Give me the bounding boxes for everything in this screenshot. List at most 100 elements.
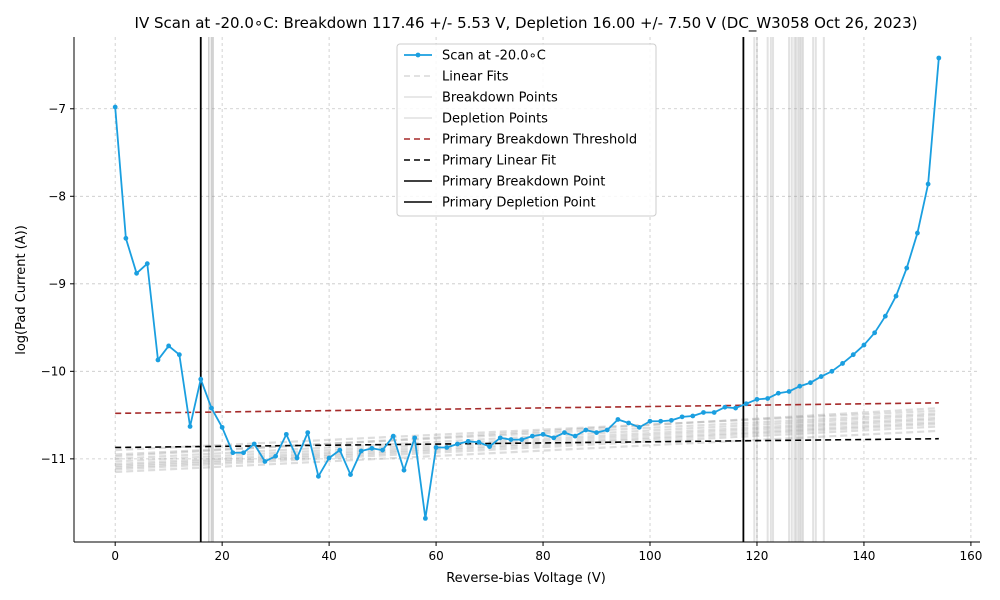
legend-entry: Breakdown Points (404, 91, 558, 106)
scan-data-point (701, 410, 706, 415)
scan-data-point (604, 427, 610, 433)
scan-data-point (294, 455, 300, 461)
scan-data-point (711, 410, 717, 415)
scan-data-point (829, 368, 835, 374)
y-tick-label: −11 (41, 452, 66, 466)
scan-data-point (380, 447, 385, 453)
primary-linear-fit-line (115, 437, 939, 449)
scan-data-point (722, 404, 728, 410)
scan-data-point (176, 352, 182, 358)
legend: Scan at -20.0∘C Linear Fits Breakdown Poin… (396, 43, 657, 217)
scan-data-point (219, 424, 225, 430)
scan-data-point (487, 444, 492, 450)
scan-data-point (209, 405, 214, 411)
scan-data-point (818, 374, 824, 379)
scan-data-point (893, 293, 899, 299)
legend-label: Primary Breakdown Threshold (442, 133, 637, 148)
scan-data-point (583, 427, 589, 433)
scan-data-point (925, 181, 931, 187)
vertical-lines-layer (207, 37, 825, 542)
legend-label: Scan at -20.0∘C (442, 49, 546, 64)
linear-fit-line (115, 429, 939, 474)
scan-data-point (358, 448, 364, 454)
scan-data-point (123, 235, 129, 241)
primary-breakdown-threshold-line (115, 402, 939, 415)
linear-fit-line (115, 416, 939, 463)
y-tick-label: −9 (48, 277, 66, 291)
scan-data-point (733, 405, 738, 411)
scan-data-point (369, 445, 375, 451)
scan-data-point (433, 445, 439, 450)
scan-data-point (594, 430, 599, 435)
scan-data-point (765, 396, 771, 401)
scan-data-point (401, 467, 407, 473)
scan-data-point (904, 265, 910, 271)
scan-data-point (647, 418, 653, 424)
scan-data-point (626, 420, 632, 426)
scan-data-point (476, 439, 482, 445)
scan-data-point (775, 390, 781, 396)
legend-entry: Primary Breakdown Threshold (404, 133, 637, 148)
scan-data-point (658, 418, 664, 424)
linear-fit-line (115, 425, 939, 471)
linear-fit-line (115, 420, 939, 467)
linear-fit-line (115, 418, 939, 466)
scan-data-point (283, 431, 289, 437)
legend-label: Primary Breakdown Point (442, 175, 605, 190)
scan-data-point (422, 515, 428, 521)
x-tick-label: 140 (852, 549, 875, 563)
x-tick-label: 0 (111, 549, 119, 563)
legend-label: Depletion Points (442, 112, 548, 127)
scan-data-point (808, 380, 813, 386)
scan-data-point (134, 270, 139, 276)
scan-data-point (305, 430, 311, 435)
scan-data-point (882, 313, 888, 319)
scan-data-point (112, 104, 118, 110)
y-tick-label: −8 (48, 189, 66, 203)
scan-data-point (840, 361, 845, 366)
scan-data-point (562, 430, 567, 435)
scan-data-point (166, 343, 172, 349)
legend-label: Primary Depletion Point (442, 196, 596, 211)
scan-data-point (497, 435, 503, 441)
x-tick-label: 80 (535, 549, 550, 563)
scan-data-point (679, 414, 685, 420)
scan-data-point (540, 431, 546, 437)
scan-data-point (390, 433, 396, 439)
legend-entry: Primary Linear Fit (404, 154, 556, 169)
legend-entries: Scan at -20.0∘C Linear Fits Breakdown Poin… (404, 49, 637, 211)
scan-data-point (348, 472, 353, 478)
legend-swatch-marker (415, 52, 421, 58)
scan-data-point (337, 447, 343, 453)
scan-data-point (690, 413, 696, 419)
x-tick-label: 60 (428, 549, 443, 563)
scan-data-point (636, 424, 642, 430)
legend-entry: Primary Breakdown Point (404, 175, 605, 190)
x-tick-label: 20 (215, 549, 230, 563)
legend-entry: Depletion Points (404, 112, 548, 127)
scan-data-point (326, 455, 332, 461)
legend-entry: Scan at -20.0∘C (404, 49, 546, 64)
scan-data-point (936, 55, 942, 61)
y-tick-label: −7 (48, 102, 66, 116)
scan-data-point (915, 230, 920, 236)
legend-box (396, 43, 657, 217)
scan-data-point (743, 401, 749, 407)
scan-data-point (316, 473, 321, 479)
linear-fit-line (115, 422, 939, 469)
scan-data-point (754, 396, 760, 402)
scan-data-point (465, 438, 471, 444)
scan-data-point (850, 352, 856, 358)
scan-data-point (572, 433, 578, 439)
legend-label: Primary Linear Fit (442, 154, 556, 169)
legend-label: Linear Fits (442, 70, 509, 85)
scan-data-point (786, 389, 792, 394)
series-layer (112, 37, 942, 542)
scan-data-point (262, 459, 268, 464)
axes-layer (73, 37, 980, 543)
scan-data-point (251, 441, 257, 447)
scan-data-point (508, 437, 514, 442)
scan-data-point (797, 383, 803, 389)
scan-data-point (551, 435, 557, 441)
